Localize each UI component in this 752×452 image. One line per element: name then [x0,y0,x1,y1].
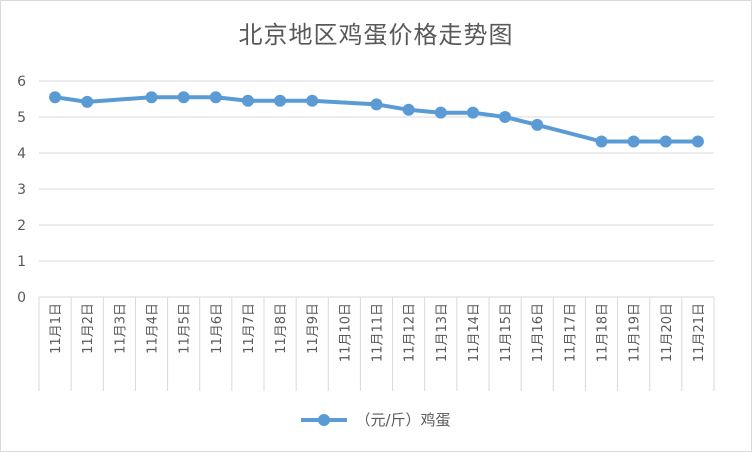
x-tick-label: 11月15日 [499,303,514,362]
x-tick-label: 11月19日 [628,303,643,362]
data-point [49,91,62,104]
y-tick-label: 1 [17,254,26,270]
data-point [531,118,544,131]
y-tick-label: 2 [17,218,26,234]
x-tick-label: 11月13日 [435,303,450,362]
x-tick-label: 11月20日 [660,303,675,362]
x-tick-label: 11月3日 [113,303,128,354]
y-tick-label: 0 [17,290,26,306]
data-point [274,94,287,107]
data-point [306,94,319,107]
x-tick-label: 11月10日 [338,303,353,362]
x-tick-label: 11月9日 [306,303,321,354]
y-tick-label: 3 [17,182,26,198]
y-tick-label: 6 [17,74,26,90]
chart-title: 北京地区鸡蛋价格走势图 [238,21,514,49]
data-point [595,135,608,148]
x-tick-label: 11月18日 [596,303,611,362]
data-point [402,103,415,116]
x-tick-label: 11月8日 [274,303,289,354]
legend: （元/斤）鸡蛋 [1,409,751,430]
data-point [209,91,222,104]
x-tick-label: 11月5日 [178,303,193,354]
data-point [434,106,447,119]
x-tick-label: 11月7日 [242,303,257,354]
x-tick-label: 11月21日 [692,303,707,362]
x-tick-label: 11月12日 [403,303,418,362]
data-point [466,106,479,119]
x-tick-label: 11月4日 [146,303,161,354]
x-tick-label: 11月6日 [210,303,225,354]
data-point [691,135,704,148]
x-tick-label: 11月17日 [563,303,578,362]
data-point [627,135,640,148]
data-point [659,135,672,148]
x-tick-label: 11月2日 [81,303,96,354]
data-point [81,95,94,108]
legend-marker [301,413,348,427]
y-tick-label: 5 [17,110,26,126]
data-point [499,111,512,123]
x-tick-label: 11月1日 [49,303,64,354]
legend-label: （元/斤）鸡蛋 [355,411,451,429]
data-point [241,94,254,107]
data-point [370,98,383,111]
x-tick-label: 11月16日 [531,303,546,362]
x-tick-label: 11月11日 [371,303,386,362]
data-point [177,91,190,104]
x-tick-label: 11月14日 [467,303,482,362]
y-tick-label: 4 [17,146,26,162]
data-point [145,91,158,104]
